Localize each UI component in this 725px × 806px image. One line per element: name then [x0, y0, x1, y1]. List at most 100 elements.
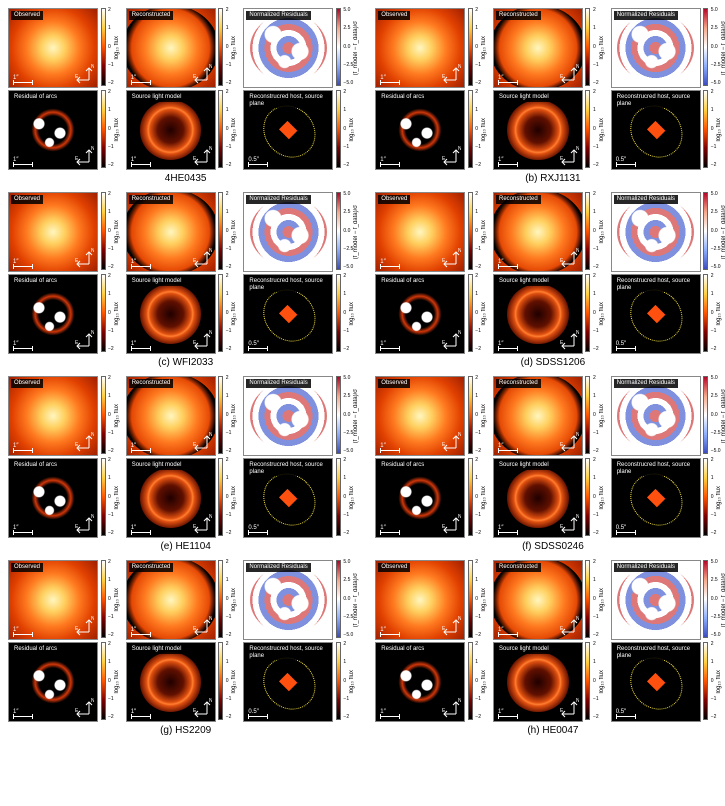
panel-label: Source light model	[496, 277, 552, 286]
system-HE1104: Observed1″ N E 210−1−2log₁₀ fluxReconstr…	[8, 376, 363, 552]
panel-wrap: Residual of arcs1″ N E 210−1−2log₁₀ flux	[8, 274, 124, 354]
colorbar-label: (f_model − f_data)/σ	[721, 573, 725, 627]
colorbar-label: log₁₀ flux	[599, 118, 609, 142]
compass-icon: N E	[190, 328, 212, 350]
colorbar-label: log₁₀ flux	[231, 302, 241, 326]
figure-grid: Observed1″ N E 210−1−2log₁₀ fluxReconstr…	[8, 8, 717, 736]
panel-label: Source light model	[496, 93, 552, 102]
residual_arcs-panel: Residual of arcs1″ N E	[8, 90, 98, 170]
compass-icon: N E	[439, 614, 461, 636]
compass-icon: N E	[190, 246, 212, 268]
panel-label: Reconstrucred host, source plane	[614, 645, 695, 660]
colorbar	[217, 642, 225, 722]
panel-wrap: Normalized Residuals1″5.02.50.0−2.5−5.0(…	[611, 192, 725, 272]
scale-bar: 1″	[131, 443, 151, 451]
colorbar	[702, 560, 710, 640]
colorbar-label: log₁₀ flux	[716, 302, 725, 326]
colorbar	[217, 8, 225, 88]
reconstructed-panel: Reconstructed1″ N E	[493, 8, 583, 88]
colorbar	[334, 376, 342, 456]
panel-grid: Observed1″ N E 210−1−2log₁₀ fluxReconstr…	[8, 8, 363, 170]
system-4HE0435: Observed1″ N E 210−1−2log₁₀ fluxReconstr…	[8, 8, 363, 184]
scale-bar: 1″	[13, 75, 33, 83]
colorbar	[217, 458, 225, 538]
scale-bar: 1″	[498, 709, 518, 717]
residuals-panel: Normalized Residuals1″	[611, 192, 701, 272]
colorbar	[584, 458, 592, 538]
svg-text:N: N	[209, 698, 212, 704]
svg-text:N: N	[576, 698, 579, 704]
scale-bar-label: 0.5″	[248, 525, 258, 531]
svg-text:N: N	[209, 616, 212, 622]
scale-bar: 1″	[498, 627, 518, 635]
compass-icon: N E	[439, 328, 461, 350]
panel-label: Normalized Residuals	[246, 563, 310, 572]
scale-bar-label: 0.5″	[248, 709, 258, 715]
colorbar-label: (f_model − f_data)/σ	[353, 573, 363, 627]
colorbar-label: log₁₀ flux	[716, 670, 725, 694]
panel-label: Observed	[378, 11, 410, 20]
svg-text:N: N	[458, 698, 461, 704]
scale-bar: 1″	[498, 341, 518, 349]
svg-text:N: N	[91, 330, 94, 336]
panel-wrap: Normalized Residuals1″5.02.50.0−2.5−5.0(…	[611, 8, 725, 88]
scale-bar-label: 0.5″	[248, 341, 258, 347]
colorbar	[466, 458, 474, 538]
scale-bar: 1″	[498, 443, 518, 451]
panel-label: Reconstructed	[129, 563, 174, 572]
panel-grid: Observed1″ N E 210−1−2log₁₀ fluxReconstr…	[8, 192, 363, 354]
panel-wrap: Residual of arcs1″ N E 210−1−2log₁₀ flux	[375, 274, 491, 354]
colorbar	[584, 192, 592, 272]
panel-label: Observed	[11, 379, 43, 388]
panel-wrap: Residual of arcs1″ N E 210−1−2log₁₀ flux	[375, 642, 491, 722]
scale-bar: 0.5″	[248, 341, 268, 349]
residual_arcs-panel: Residual of arcs1″ N E	[8, 458, 98, 538]
system-HE0047: Observed1″ N E 210−1−2log₁₀ fluxReconstr…	[375, 560, 725, 736]
source_light-panel: Source light model1″ N E	[493, 274, 583, 354]
colorbar	[334, 274, 342, 354]
colorbar-label: log₁₀ flux	[231, 670, 241, 694]
panel-label: Source light model	[129, 461, 185, 470]
source_light-panel: Source light model1″ N E	[493, 642, 583, 722]
colorbar-label: log₁₀ flux	[231, 118, 241, 142]
compass-icon: N E	[72, 430, 94, 452]
colorbar	[99, 560, 107, 640]
panel-label: Source light model	[496, 645, 552, 654]
compass-icon: N E	[72, 614, 94, 636]
compass-icon: N E	[557, 614, 579, 636]
colorbar-label: (f_model − f_data)/σ	[353, 389, 363, 443]
colorbar-ticks: 5.02.50.0−2.5−5.0	[711, 560, 721, 638]
observed-panel: Observed1″ N E	[8, 560, 98, 640]
scale-bar: 1″	[380, 259, 400, 267]
colorbar	[584, 642, 592, 722]
colorbar-label: log₁₀ flux	[114, 302, 124, 326]
scale-bar: 1″	[616, 75, 636, 83]
panel-wrap: Observed1″ N E 210−1−2log₁₀ flux	[375, 192, 491, 272]
colorbar-label: log₁₀ flux	[349, 486, 359, 510]
panel-wrap: Reconstructed1″ N E 210−1−2log₁₀ flux	[126, 376, 242, 456]
colorbar	[99, 90, 107, 170]
panel-wrap: Residual of arcs1″ N E 210−1−2log₁₀ flux	[8, 642, 124, 722]
compass-icon: N E	[190, 614, 212, 636]
panel-label: Source light model	[496, 461, 552, 470]
panel-wrap: Reconstructed1″ N E 210−1−2log₁₀ flux	[493, 8, 609, 88]
panel-label: Reconstructed	[496, 195, 541, 204]
panel-wrap: Source light model1″ N E 210−1−2log₁₀ fl…	[493, 642, 609, 722]
colorbar-label: log₁₀ flux	[114, 36, 124, 60]
residual_arcs-panel: Residual of arcs1″ N E	[375, 642, 465, 722]
panel-label: Residual of arcs	[378, 93, 427, 102]
scale-bar: 1″	[380, 341, 400, 349]
panel-wrap: Source light model1″ N E 210−1−2log₁₀ fl…	[126, 274, 242, 354]
svg-text:N: N	[91, 616, 94, 622]
scale-bar: 1″	[13, 627, 33, 635]
residuals-panel: Normalized Residuals1″	[243, 560, 333, 640]
host-panel: Reconstrucred host, source plane0.5″	[611, 90, 701, 170]
system-caption: 4HE0435	[165, 173, 207, 184]
panel-wrap: Normalized Residuals1″5.02.50.0−2.5−5.0(…	[611, 560, 725, 640]
panel-wrap: Reconstrucred host, source plane0.5″210−…	[243, 642, 363, 722]
colorbar	[702, 8, 710, 88]
compass-icon: N E	[72, 144, 94, 166]
scale-bar: 0.5″	[616, 709, 636, 717]
svg-text:N: N	[91, 146, 94, 152]
panel-wrap: Reconstrucred host, source plane0.5″210−…	[243, 90, 363, 170]
